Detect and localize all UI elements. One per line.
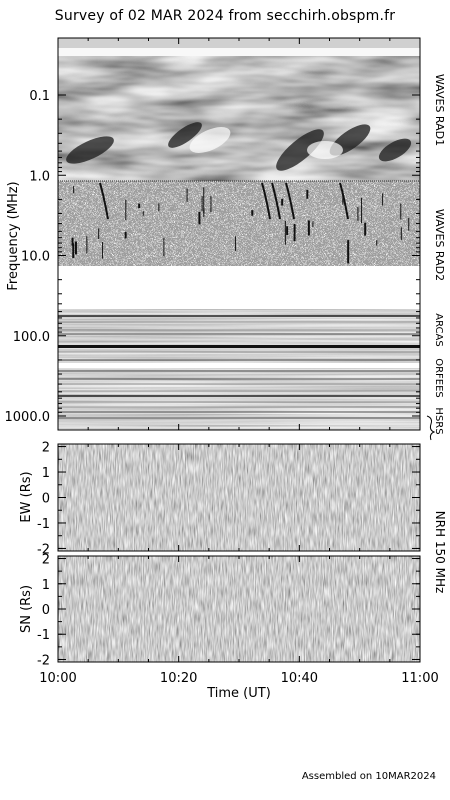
- ylabel-sn: SN (Rs): [19, 585, 34, 633]
- x-tick-label: 10:40: [281, 671, 318, 686]
- y-tick-label: 10.0: [21, 250, 50, 265]
- y-tick-label: 0.1: [29, 89, 50, 104]
- rad2-streak: [261, 182, 271, 220]
- rad2-streak: [271, 182, 281, 220]
- y-tick-label: 100.0: [13, 330, 50, 345]
- y-tick-label: -1: [37, 517, 50, 532]
- rad1-bursts: [66, 122, 412, 171]
- x-tick-label: 10:20: [160, 671, 197, 686]
- y-tick-label: 1000.0: [5, 410, 51, 425]
- ylabel-ew: EW (Rs): [19, 471, 34, 522]
- y-tick-label: 2: [42, 441, 50, 456]
- y-tick-label: -1: [37, 628, 50, 643]
- instrument-orfees: ORFEES: [433, 358, 444, 398]
- rad1-top-band: [58, 38, 420, 48]
- orfees-white-band: [58, 363, 420, 368]
- y-tick-label: 1: [42, 578, 50, 593]
- nrh-label: NRH 150 MHz: [433, 511, 447, 594]
- hsrs-brace: [426, 415, 436, 441]
- rad1-white-band: [58, 48, 420, 56]
- instrument-arcas: ARCAS: [433, 313, 444, 346]
- rad1-bright: [189, 127, 343, 159]
- orfees-spectrum: [58, 309, 420, 430]
- instrument-rad1: WAVES RAD1: [433, 74, 446, 146]
- spectrum-gap: [58, 266, 420, 309]
- footer-assembled: Assembled on 10MAR2024: [301, 771, 436, 782]
- spectrum-panel: [57, 37, 421, 431]
- y-tick-label: 0: [42, 492, 50, 507]
- orfees-lines: [58, 315, 420, 419]
- y-tick-label: 2: [42, 553, 50, 568]
- rad2-streak: [99, 182, 109, 220]
- instrument-rad2: WAVES RAD2: [433, 209, 446, 281]
- y-tick-label: -2: [37, 653, 50, 668]
- rad2-streak: [285, 182, 295, 220]
- instrument-hsrs: HSRS: [433, 407, 444, 434]
- x-tick-label: 10:00: [39, 671, 76, 686]
- y-tick-label: 0: [42, 603, 50, 618]
- x-tick-label: 11:00: [401, 671, 438, 686]
- ew-image: [58, 444, 420, 551]
- ew-panel: [57, 443, 421, 552]
- page-title: Survey of 02 MAR 2024 from secchirh.obsp…: [54, 8, 396, 24]
- y-tick-label: 1.0: [29, 169, 50, 184]
- sn-image: [58, 556, 420, 662]
- y-tick-label: -2: [37, 542, 50, 557]
- axes: 10:00 10:20 10:40 11:00 0.1 1.0 10.0 100.0 1000.…: [5, 38, 439, 686]
- y-tick-label: 1: [42, 466, 50, 481]
- orfees-dark-band: [58, 345, 420, 348]
- rad1-spectrum: [58, 56, 420, 181]
- rad2-bursts: [71, 182, 410, 264]
- rad2-streak: [339, 182, 349, 220]
- xlabel: Time (UT): [206, 686, 271, 701]
- rad2-spectrum: [58, 181, 420, 266]
- ylabel-frequency: Frequency (MHz): [6, 181, 21, 290]
- sn-panel: [57, 555, 421, 663]
